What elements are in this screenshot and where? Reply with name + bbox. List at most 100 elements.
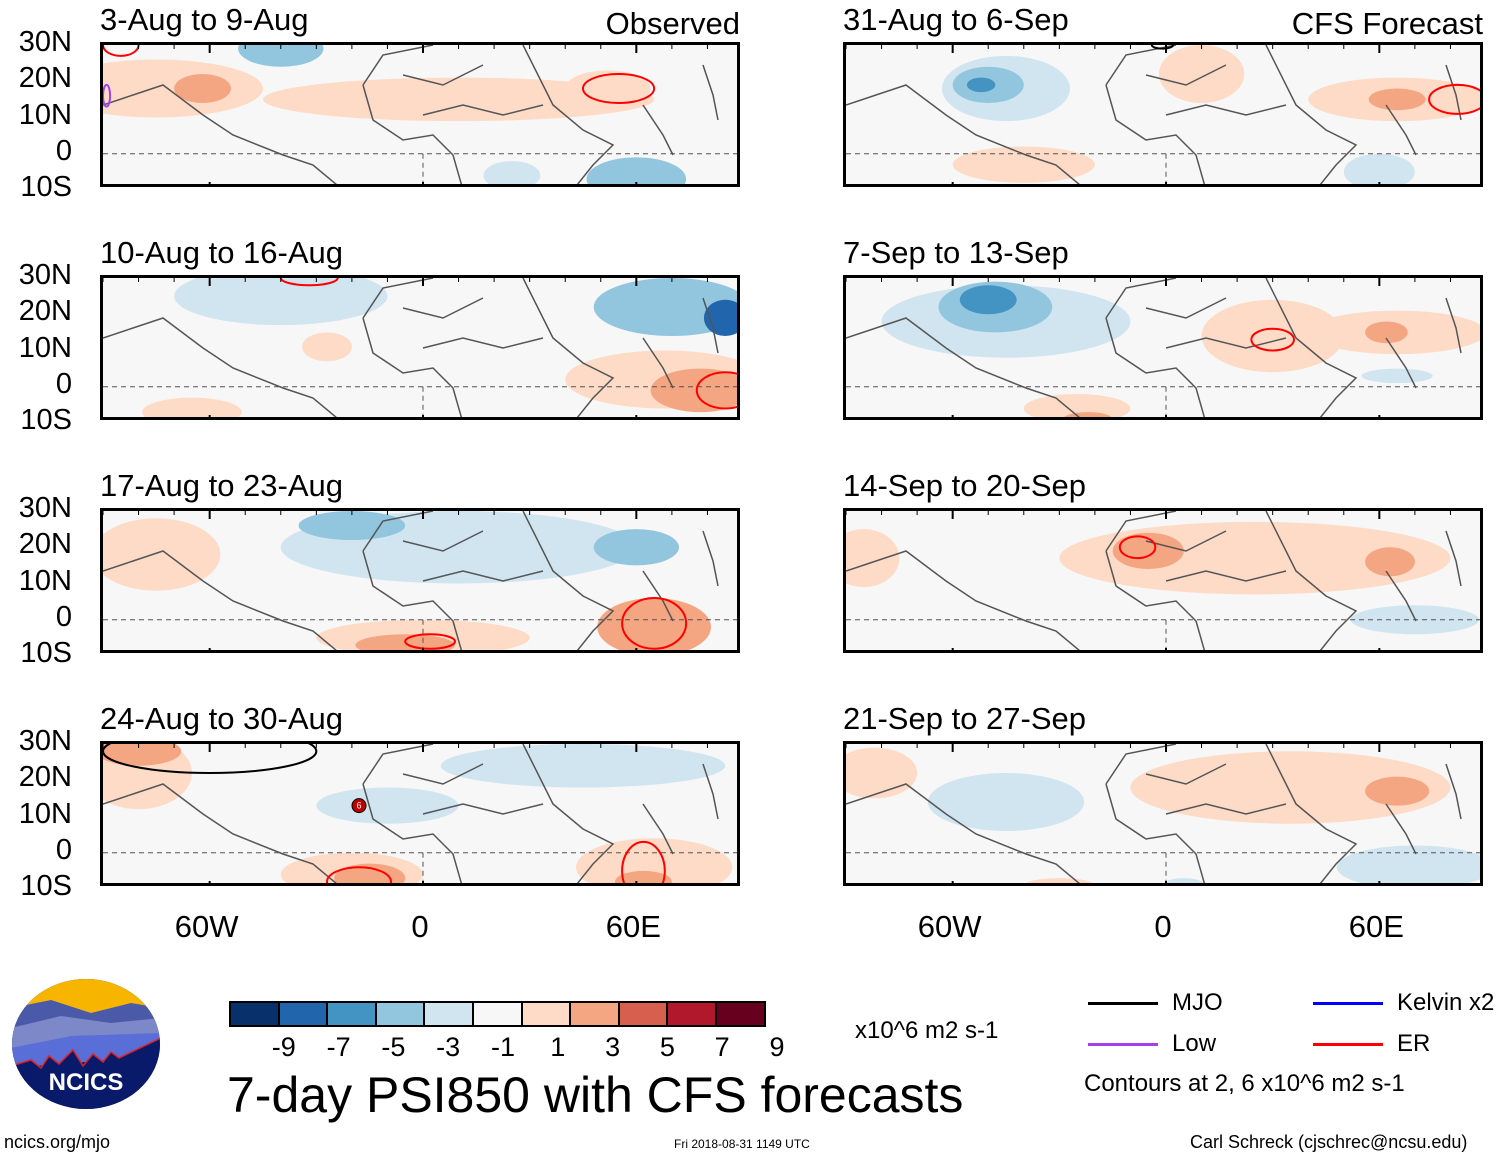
coastline [103,84,337,184]
anomaly-region [1343,153,1415,184]
map-svg [846,744,1480,883]
map-svg: 6 [103,744,737,883]
anomaly-region [1025,878,1093,883]
anomaly-region [1112,532,1184,569]
author-credit: Carl Schreck (cjschrec@ncsu.edu) [1190,1132,1468,1152]
y-tick-label: 10S [20,870,72,902]
colorbar-units: x10^6 m2 s-1 [855,1017,999,1044]
panel-title: 3-Aug to 9-Aug [100,2,309,37]
y-tick-label: 10S [20,637,72,669]
colorbar-tick-label: -3 [436,1032,461,1062]
website-link[interactable]: ncics.org/mjo [4,1132,111,1152]
anomaly-region [593,529,679,566]
coastline [1265,278,1358,417]
coastline [1265,45,1358,184]
colorbar-swatch [522,1003,572,1025]
y-tick-label: 30N [18,259,72,291]
y-tick-label: 10S [20,404,72,436]
coastline [642,763,719,855]
colorbar-tick-label: 3 [605,1032,621,1062]
coastline [402,530,544,582]
anomaly-region [1365,547,1415,577]
anomaly-region [575,838,733,883]
panel-title: 7-Sep to 13-Sep [843,235,1069,270]
coastline [1145,297,1287,349]
contour-er [326,866,392,883]
anomaly-region [1336,845,1480,883]
y-tick-label: 10S [20,171,72,203]
colorbar-swatch [425,1003,474,1025]
coastline [522,511,615,650]
y-tick-label: 0 [55,134,72,167]
contour-er [103,45,140,57]
y-tick-label: 30N [18,725,72,757]
contour-mjo [1150,45,1175,50]
contour-er [1428,83,1480,115]
legend-mjo-line [1088,1001,1158,1005]
anomaly-region [615,870,672,883]
coastline [846,550,1080,650]
coastline [1105,511,1206,650]
coastline [362,278,463,417]
anomaly-region [302,332,352,362]
coastline [1385,64,1462,156]
anomaly-region [174,278,388,326]
anomaly-region [586,157,687,184]
colorbar-tick-label: 5 [659,1032,675,1062]
panel-tag: Observed [605,6,740,41]
ncics-logo: NCICS [12,979,160,1109]
contour-low [103,83,112,108]
map-panel: 6 [100,741,740,886]
map-panel [100,275,740,420]
map-svg [846,278,1480,417]
coastline [846,783,1080,883]
contour-er [1250,327,1295,352]
colorbar-swatch [668,1003,717,1025]
anomaly-region [597,598,711,650]
legend-mjo-label: MJO [1172,989,1223,1016]
x-tick-label: 0 [411,909,429,944]
map-panel [100,508,740,653]
contour-er [621,840,666,883]
colorbar-swatch [231,1003,280,1025]
x-tick-label: 60W [917,909,982,944]
coastline [103,550,337,650]
map-svg [103,45,737,184]
coastline [362,744,463,883]
contour-er [621,597,688,650]
coastline [1385,763,1462,855]
panel-title: 31-Aug to 6-Sep [843,2,1069,37]
y-tick-label: 10N [18,331,72,364]
map-panel [100,42,740,187]
map-panel [843,508,1483,653]
panel-tag: CFS Forecast [1291,6,1483,41]
contour-er [1118,535,1157,560]
x-tick-label: 60E [1348,909,1404,944]
anomaly-region [298,511,406,540]
y-tick-label: 30N [18,492,72,524]
panel-title: 10-Aug to 16-Aug [100,235,344,270]
anomaly-region [593,278,737,336]
y-tick-label: 10N [18,797,72,830]
map-svg [846,45,1480,184]
coastline [103,783,337,883]
contour-mjo [103,744,318,774]
anomaly-region [565,70,651,107]
anomaly-region [846,529,900,588]
anomaly-region [1023,394,1131,417]
y-tick-label: 20N [18,295,72,328]
legend-kelvin-label: Kelvin x2 [1397,989,1495,1016]
anomaly-region [1368,88,1426,111]
colorbar-tick-label: 1 [550,1032,566,1062]
y-tick-label: 30N [18,26,72,58]
x-tick-label: 60W [174,909,239,944]
y-tick-label: 0 [55,833,72,866]
coastline [1265,511,1358,650]
colorbar [229,1001,766,1027]
anomaly-region [1158,45,1245,103]
coastline [642,64,719,156]
coastline [522,45,615,184]
storm-label: 6 [356,801,361,811]
timestamp: Fri 2018-08-31 1149 UTC [674,1137,810,1151]
coastline [1265,744,1358,883]
